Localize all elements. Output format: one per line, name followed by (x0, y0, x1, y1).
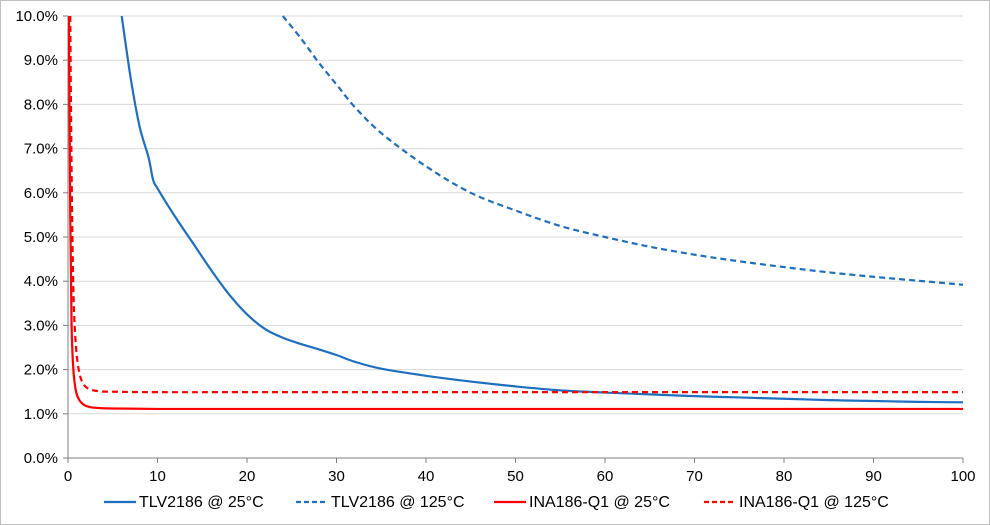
y-tick-label-0: 0.0% (24, 450, 58, 467)
legend-label: TLV2186 @ 125°C (331, 494, 465, 511)
y-tick-label-1: 1.0% (24, 406, 58, 423)
x-tick-label-5: 50 (507, 468, 524, 485)
y-tick-label-8: 8.0% (24, 96, 58, 113)
series-line-ina186-q1-25-c (68, 15, 963, 411)
series-line-tlv2186-25-c (120, 15, 964, 404)
x-tick-label-2: 20 (239, 468, 256, 485)
y-tick-label-3: 3.0% (24, 317, 58, 334)
legend-item-tlv2186-125-c: TLV2186 @ 125°C (296, 494, 465, 511)
legend-item-ina186-q1-25-c: INA186-Q1 @ 25°C (494, 494, 670, 511)
axes (63, 15, 964, 463)
legend-label: INA186-Q1 @ 25°C (529, 494, 670, 511)
x-axis-tick-labels: 0 10 20 30 40 50 60 70 80 90 100 (64, 468, 976, 485)
x-tick-label-6: 60 (597, 468, 614, 485)
y-tick-label-4: 4.0% (24, 273, 58, 290)
y-tick-label-2: 2.0% (24, 362, 58, 379)
y-tick-label-5: 5.0% (24, 229, 58, 246)
x-tick-label-0: 0 (64, 468, 72, 485)
series-line-ina186-q1-125-c (69, 15, 963, 394)
x-tick-label-9: 90 (865, 468, 882, 485)
x-tick-label-8: 80 (776, 468, 793, 485)
series-line-tlv2186-125-c (281, 15, 964, 286)
gridlines (68, 15, 963, 415)
x-tick-label-3: 30 (328, 468, 345, 485)
y-axis-tick-labels: 0.0% 1.0% 2.0% 3.0% 4.0% 5.0% 6.0% 7.0% 8.0% 9.0%… (15, 8, 58, 467)
legend-label: TLV2186 @ 25°C (139, 494, 264, 511)
legend-item-tlv2186-25-c: TLV2186 @ 25°C (104, 494, 264, 511)
y-tick-label-9: 9.0% (24, 52, 58, 69)
y-tick-label-7: 7.0% (24, 141, 58, 158)
x-tick-label-10: 100 (950, 468, 975, 485)
legend: TLV2186 @ 25°C TLV2186 @ 125°C INA186-Q1 @… (104, 494, 889, 511)
y-tick-label-10: 10.0% (15, 8, 58, 25)
x-tick-label-1: 10 (149, 468, 166, 485)
legend-item-ina186-q1-125-c: INA186-Q1 @ 125°C (704, 494, 889, 511)
x-tick-label-4: 40 (418, 468, 435, 485)
x-tick-label-7: 70 (686, 468, 703, 485)
y-tick-label-6: 6.0% (24, 185, 58, 202)
legend-label: INA186-Q1 @ 125°C (739, 494, 889, 511)
series-lines (68, 15, 964, 411)
